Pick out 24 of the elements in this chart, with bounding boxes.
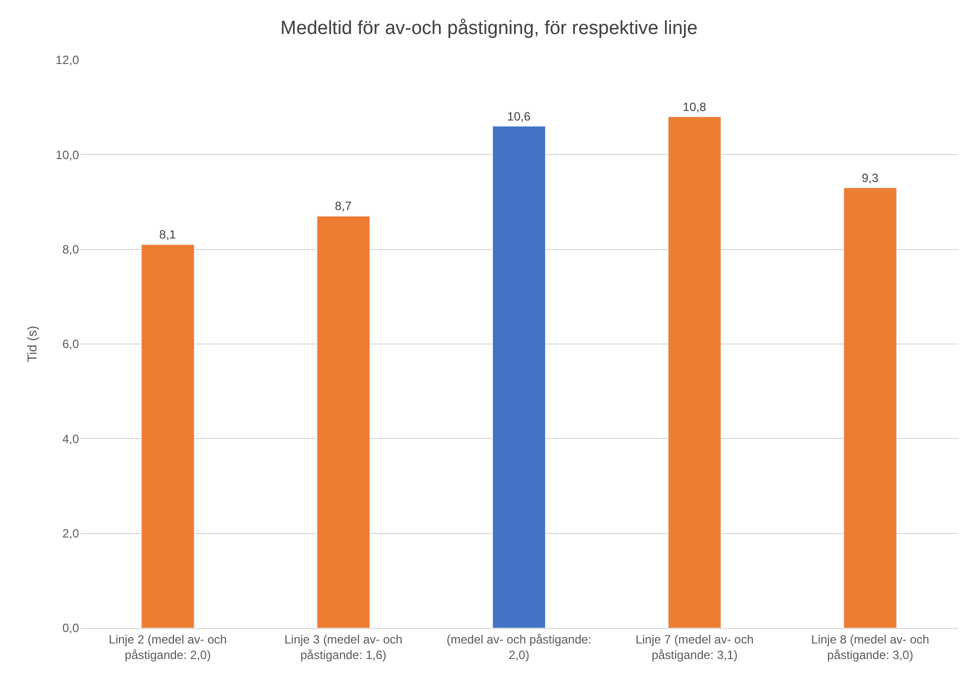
bar xyxy=(316,216,370,628)
bar xyxy=(844,188,897,628)
y-tick-label: 6,0 xyxy=(62,337,80,352)
y-tick-label: 4,0 xyxy=(62,432,80,446)
y-tick-label: 8,0 xyxy=(62,242,80,257)
data-label: 10,8 xyxy=(682,100,706,114)
x-tick-label: (medel av- och påstigande: 2,0) xyxy=(446,632,592,662)
bar xyxy=(141,244,194,628)
y-tick-label: 12,0 xyxy=(56,53,80,68)
bar xyxy=(492,126,546,628)
x-tick-label: Linje 2 (medel av- och påstigande: 2,0) xyxy=(108,632,227,662)
data-label: 10,6 xyxy=(507,109,531,124)
y-tick-label: 0,0 xyxy=(62,621,80,636)
y-tick-label: 2,0 xyxy=(62,526,80,541)
x-tick-label: Linje 3 (medel av- och påstigande: 1,6) xyxy=(284,632,402,662)
data-label: 9,3 xyxy=(862,170,879,185)
y-tick-label: 10,0 xyxy=(56,148,80,162)
data-label: 8,7 xyxy=(334,199,352,214)
y-axis-title: Tid (s) xyxy=(24,326,40,362)
chart-title: Medeltid för av-och påstigning, för respektive linje xyxy=(280,18,698,40)
x-tick-label: Linje 7 (medel av- och påstigande: 3,1) xyxy=(636,632,754,662)
x-tick-label: Linje 8 (medel av- och påstigande: 3,0) xyxy=(811,632,930,662)
data-label: 8,1 xyxy=(159,228,176,242)
bar xyxy=(668,116,722,628)
